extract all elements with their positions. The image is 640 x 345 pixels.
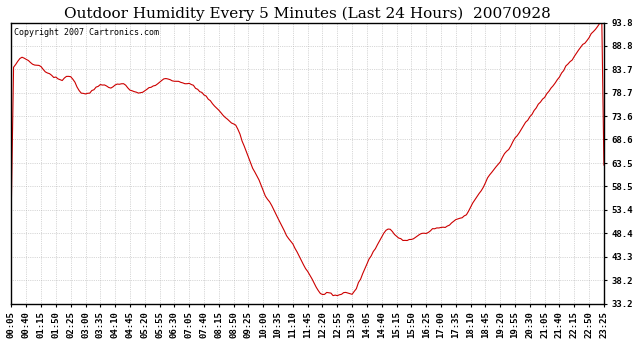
Title: Outdoor Humidity Every 5 Minutes (Last 24 Hours)  20070928: Outdoor Humidity Every 5 Minutes (Last 2… — [64, 7, 551, 21]
Text: Copyright 2007 Cartronics.com: Copyright 2007 Cartronics.com — [15, 28, 159, 37]
